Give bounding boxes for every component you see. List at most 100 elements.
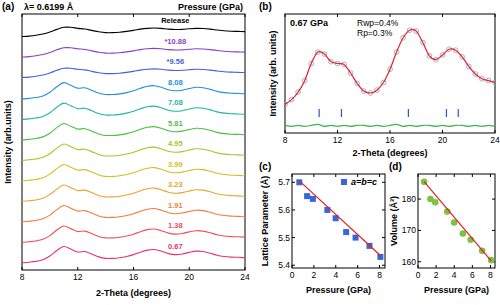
x-tick-label: 8 xyxy=(283,135,288,145)
series-label: 0.67 xyxy=(168,242,183,251)
series-line xyxy=(22,165,245,181)
x-tick-top xyxy=(313,174,314,177)
y-tick xyxy=(292,265,295,266)
reflection-tick xyxy=(408,109,409,117)
series-label: *10.88 xyxy=(164,37,186,46)
x-tick xyxy=(337,130,338,133)
x-tick-label: 4 xyxy=(452,270,457,280)
panel-2: 024685.45.55.65.7Pressure (GPa)Lattice P… xyxy=(259,161,385,295)
series-line xyxy=(22,83,245,99)
x-tick-top xyxy=(454,174,455,177)
plot-frame xyxy=(292,174,385,268)
x-tick-label: 8 xyxy=(377,270,382,280)
x-tick-top xyxy=(335,174,336,177)
data-area xyxy=(421,179,495,264)
x-tick xyxy=(418,265,419,268)
x-tick-label: 2 xyxy=(312,270,317,280)
y-tick xyxy=(292,237,295,238)
x-tick xyxy=(379,265,380,268)
series-label: 1.91 xyxy=(168,201,183,210)
y-axis-title: Lattice Parameter (Å) xyxy=(260,176,270,267)
series-label: Release xyxy=(161,16,189,25)
plot-frame xyxy=(285,14,495,133)
y-tick xyxy=(418,261,421,262)
legend-item: a=b=c xyxy=(341,177,377,187)
y-tick xyxy=(418,230,421,231)
x-tick-label: 16 xyxy=(129,272,139,282)
legend-swatch xyxy=(341,179,347,185)
annotation: λ= 0.6199 Å xyxy=(24,2,74,12)
y-tick-right xyxy=(492,199,495,200)
x-tick xyxy=(245,267,246,270)
series-label: *9.56 xyxy=(167,57,185,66)
x-axis-title: Pressure (GPa) xyxy=(306,285,371,295)
x-tick xyxy=(390,130,391,133)
series-label: 4.95 xyxy=(168,139,183,148)
x-tick xyxy=(436,265,437,268)
point xyxy=(432,199,439,206)
y-tick-right xyxy=(382,182,385,183)
reflection-tick xyxy=(341,109,342,117)
x-axis-title: 2-Theta (degrees) xyxy=(352,148,427,158)
reflection-tick xyxy=(319,109,320,117)
x-axis-title: Pressure (GPa) xyxy=(424,285,489,295)
x-tick-label: 8 xyxy=(488,270,493,280)
annotation: Pressure (GPa) xyxy=(178,2,243,12)
x-tick-top xyxy=(285,14,286,17)
data-area xyxy=(296,179,383,260)
y-axis-title: Intensity (arb. units) xyxy=(268,30,278,116)
y-tick xyxy=(418,199,421,200)
x-tick-top xyxy=(22,14,23,17)
x-tick-label: 16 xyxy=(385,135,395,145)
x-tick-top xyxy=(390,14,391,17)
panel-label: (c) xyxy=(259,161,271,172)
x-tick xyxy=(472,265,473,268)
series-label: 3.23 xyxy=(168,180,183,189)
x-tick-top xyxy=(77,14,78,17)
y-tick-right xyxy=(382,237,385,238)
y-tick-label: 5.6 xyxy=(278,205,290,215)
plot-frame xyxy=(22,14,245,270)
annotation: Rp=0.3% xyxy=(357,28,393,38)
panel-label: (d) xyxy=(389,161,402,172)
x-tick-label: 0 xyxy=(290,270,295,280)
x-tick xyxy=(77,267,78,270)
series-line xyxy=(22,226,245,242)
series-label: 7.08 xyxy=(168,98,183,107)
panel-3: 02468160170180Pressure (GPa)Volume (Å³)(… xyxy=(389,161,495,295)
y-tick-right xyxy=(492,230,495,231)
x-tick-label: 4 xyxy=(333,270,338,280)
x-tick-top xyxy=(292,174,293,177)
series-line xyxy=(22,68,245,77)
x-tick-label: 8 xyxy=(20,272,25,282)
series-label: 3.99 xyxy=(168,160,183,169)
x-tick-top xyxy=(495,14,496,17)
series-line xyxy=(22,124,245,140)
y-axis-title: Volume (Å³) xyxy=(389,196,399,246)
series-label: 8.08 xyxy=(168,78,183,87)
reflection-tick xyxy=(458,109,459,117)
plot-frame xyxy=(418,174,495,268)
x-tick-label: 6 xyxy=(470,270,475,280)
y-tick-label: 170 xyxy=(402,225,416,235)
legend-label: a=b=c xyxy=(351,177,377,187)
y-tick-label: 5.4 xyxy=(278,260,290,270)
x-tick-label: 0 xyxy=(416,270,421,280)
series-line xyxy=(285,29,495,104)
y-tick-label: 5.7 xyxy=(278,177,290,187)
series-line xyxy=(22,103,245,119)
x-tick-label: 2 xyxy=(434,270,439,280)
x-tick-top xyxy=(472,174,473,177)
x-tick-label: 24 xyxy=(240,272,250,282)
y-tick xyxy=(292,182,295,183)
point xyxy=(304,193,310,199)
x-tick-label: 20 xyxy=(185,272,195,282)
x-tick-label: 12 xyxy=(73,272,83,282)
data-area xyxy=(285,28,495,127)
x-tick xyxy=(442,130,443,133)
x-tick-top xyxy=(490,174,491,177)
y-tick xyxy=(292,209,295,210)
y-tick-right xyxy=(382,265,385,266)
y-tick-label: 5.5 xyxy=(278,233,290,243)
x-tick-top xyxy=(442,14,443,17)
